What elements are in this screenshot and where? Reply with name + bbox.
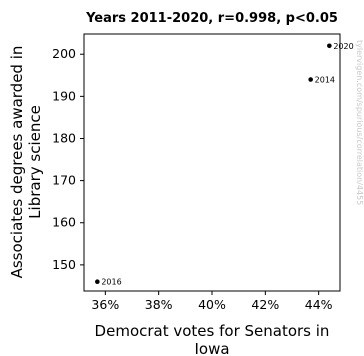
y-tick-label: 200 <box>52 46 76 61</box>
data-point-label-2016: 2016 <box>101 278 121 287</box>
x-axis-label-line-1: Democrat votes for Senators in <box>95 322 330 340</box>
y-axis: 150 160 170 180 190 200 <box>52 46 84 272</box>
y-tick-label: 150 <box>52 257 76 272</box>
data-point-2016 <box>95 279 100 285</box>
data-point-2020 <box>327 43 332 49</box>
data-point-label-2014: 2014 <box>315 76 335 85</box>
data-points: 2016 2014 2020 <box>95 42 354 287</box>
x-tick-label: 36% <box>91 297 119 312</box>
x-axis-label-line-2: Iowa <box>194 340 229 356</box>
watermark: tylervigen.com/spurious/correlation/4455 <box>355 40 364 205</box>
y-tick-label: 170 <box>52 173 76 188</box>
y-axis-label-line-1: Associates degrees awarded in <box>8 46 26 279</box>
data-point-2014 <box>308 77 313 82</box>
x-tick-label: 38% <box>145 297 173 312</box>
y-tick-label: 180 <box>52 130 76 145</box>
data-point-label-2020: 2020 <box>333 42 353 51</box>
x-tick-label: 44% <box>305 297 333 312</box>
y-tick-label: 160 <box>52 215 76 230</box>
chart-title: Years 2011-2020, r=0.998, p<0.05 <box>85 11 338 26</box>
x-axis: 36% 38% 40% 42% 44% <box>91 291 333 312</box>
y-tick-label: 190 <box>52 88 76 103</box>
x-tick-label: 40% <box>198 297 226 312</box>
y-axis-label-line-2: Library science <box>26 105 44 219</box>
plot-area <box>83 33 341 292</box>
x-tick-label: 42% <box>251 297 279 312</box>
